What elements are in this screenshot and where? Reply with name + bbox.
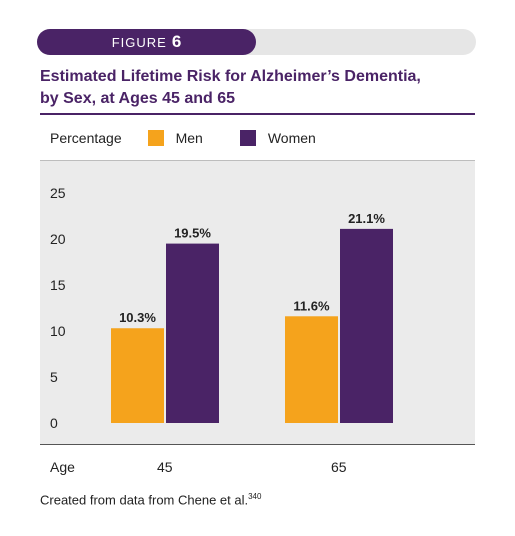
y-tick-label: 0 (50, 415, 58, 431)
data-label-women-65: 21.1% (348, 211, 385, 226)
legend: Percentage Men Women (40, 115, 475, 160)
bar-men-65 (285, 316, 338, 423)
plot-area: 0 5 10 15 20 25 10.3% 19.5% 11.6% 21.1% (40, 160, 475, 445)
x-axis-label: Age (50, 459, 75, 475)
source-ref: 340 (248, 492, 262, 501)
legend-item-men: Men (147, 129, 203, 146)
legend-swatch-women (239, 129, 256, 146)
chart-title-line-2: by Sex, at Ages 45 and 65 (40, 90, 236, 107)
x-tick-label-45: 45 (157, 459, 173, 475)
legend-item-women: Women (239, 129, 316, 146)
chart-title-line-1: Estimated Lifetime Risk for Alzheimer’s … (40, 68, 421, 85)
y-tick-label: 25 (50, 185, 66, 201)
bar-men-45 (111, 328, 164, 423)
x-axis: Age 45 65 (40, 444, 475, 490)
data-label-men-65: 11.6% (293, 298, 330, 313)
data-label-women-45: 19.5% (174, 226, 211, 241)
figure-word: FIGURE (111, 34, 167, 50)
bar-women-45 (166, 243, 219, 423)
bar-chart-svg: 0 5 10 15 20 25 10.3% 19.5% 11.6% 21.1% (50, 185, 393, 431)
x-tick-label-65: 65 (331, 459, 347, 475)
legend-label-women: Women (267, 129, 316, 146)
y-tick-label: 5 (50, 369, 58, 385)
data-label-men-45: 10.3% (119, 310, 156, 325)
y-tick-label: 20 (50, 231, 66, 247)
title-rule (40, 113, 475, 115)
bar-women-65 (340, 228, 393, 423)
figure-label: FIGURE 6 (37, 29, 256, 55)
chart-title: Estimated Lifetime Risk for Alzheimer’s … (40, 66, 480, 110)
y-tick-label: 10 (50, 323, 66, 339)
source-note: Created from data from Chene et al.340 (40, 492, 261, 507)
source-text: Created from data from Chene et al. (40, 492, 249, 508)
legend-swatch-men (147, 129, 164, 146)
legend-label-men: Men (175, 129, 203, 146)
figure-number: 6 (171, 32, 182, 51)
y-tick-label: 15 (50, 277, 66, 293)
legend-title: Percentage (50, 129, 122, 146)
